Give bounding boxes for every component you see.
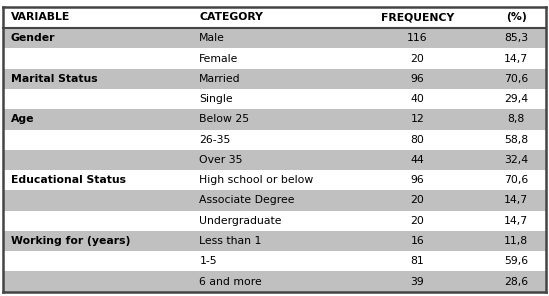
- Text: 1-5: 1-5: [199, 256, 217, 266]
- Text: Educational Status: Educational Status: [11, 175, 126, 185]
- Text: Gender: Gender: [11, 33, 55, 43]
- Bar: [3, 89, 546, 109]
- Text: High school or below: High school or below: [199, 175, 313, 185]
- Text: FREQUENCY: FREQUENCY: [380, 12, 454, 22]
- Text: Male: Male: [199, 33, 225, 43]
- Text: 16: 16: [410, 236, 424, 246]
- Text: 26-35: 26-35: [199, 135, 231, 145]
- Text: 81: 81: [410, 256, 424, 266]
- Text: 44: 44: [410, 155, 424, 165]
- Text: VARIABLE: VARIABLE: [11, 12, 70, 22]
- Text: 70,6: 70,6: [504, 74, 528, 84]
- Text: 40: 40: [410, 94, 424, 104]
- Bar: [3, 48, 546, 69]
- Text: 59,6: 59,6: [504, 256, 528, 266]
- Text: Marital Status: Marital Status: [11, 74, 98, 84]
- Text: 20: 20: [410, 54, 424, 64]
- Text: 28,6: 28,6: [504, 276, 528, 287]
- Bar: [3, 271, 546, 292]
- Text: 32,4: 32,4: [504, 155, 528, 165]
- Text: Associate Degree: Associate Degree: [199, 195, 295, 205]
- Text: Over 35: Over 35: [199, 155, 243, 165]
- Text: Married: Married: [199, 74, 241, 84]
- Text: Below 25: Below 25: [199, 114, 249, 124]
- Text: 39: 39: [410, 276, 424, 287]
- Text: (%): (%): [506, 12, 526, 22]
- Bar: [3, 190, 546, 211]
- Text: 11,8: 11,8: [504, 236, 528, 246]
- Text: 14,7: 14,7: [504, 195, 528, 205]
- Text: 6 and more: 6 and more: [199, 276, 262, 287]
- Text: 58,8: 58,8: [504, 135, 528, 145]
- Text: 70,6: 70,6: [504, 175, 528, 185]
- Bar: [3, 109, 546, 130]
- Text: 96: 96: [410, 175, 424, 185]
- Text: 14,7: 14,7: [504, 54, 528, 64]
- Bar: [3, 211, 546, 231]
- Bar: [3, 7, 546, 28]
- Text: Age: Age: [11, 114, 35, 124]
- Text: CATEGORY: CATEGORY: [199, 12, 263, 22]
- Text: Working for (years): Working for (years): [11, 236, 130, 246]
- Text: 14,7: 14,7: [504, 216, 528, 226]
- Text: 8,8: 8,8: [507, 114, 525, 124]
- Bar: [3, 170, 546, 190]
- Bar: [3, 130, 546, 150]
- Bar: [3, 251, 546, 271]
- Text: Less than 1: Less than 1: [199, 236, 262, 246]
- Bar: [3, 150, 546, 170]
- Text: 80: 80: [410, 135, 424, 145]
- Text: 96: 96: [410, 74, 424, 84]
- Text: Undergraduate: Undergraduate: [199, 216, 282, 226]
- Text: 116: 116: [407, 33, 428, 43]
- Text: Female: Female: [199, 54, 239, 64]
- Text: 20: 20: [410, 195, 424, 205]
- Bar: [3, 69, 546, 89]
- Text: 85,3: 85,3: [504, 33, 528, 43]
- Text: 29,4: 29,4: [504, 94, 528, 104]
- Bar: [3, 231, 546, 251]
- Text: Single: Single: [199, 94, 233, 104]
- Text: 20: 20: [410, 216, 424, 226]
- Bar: [3, 28, 546, 48]
- Text: 12: 12: [410, 114, 424, 124]
